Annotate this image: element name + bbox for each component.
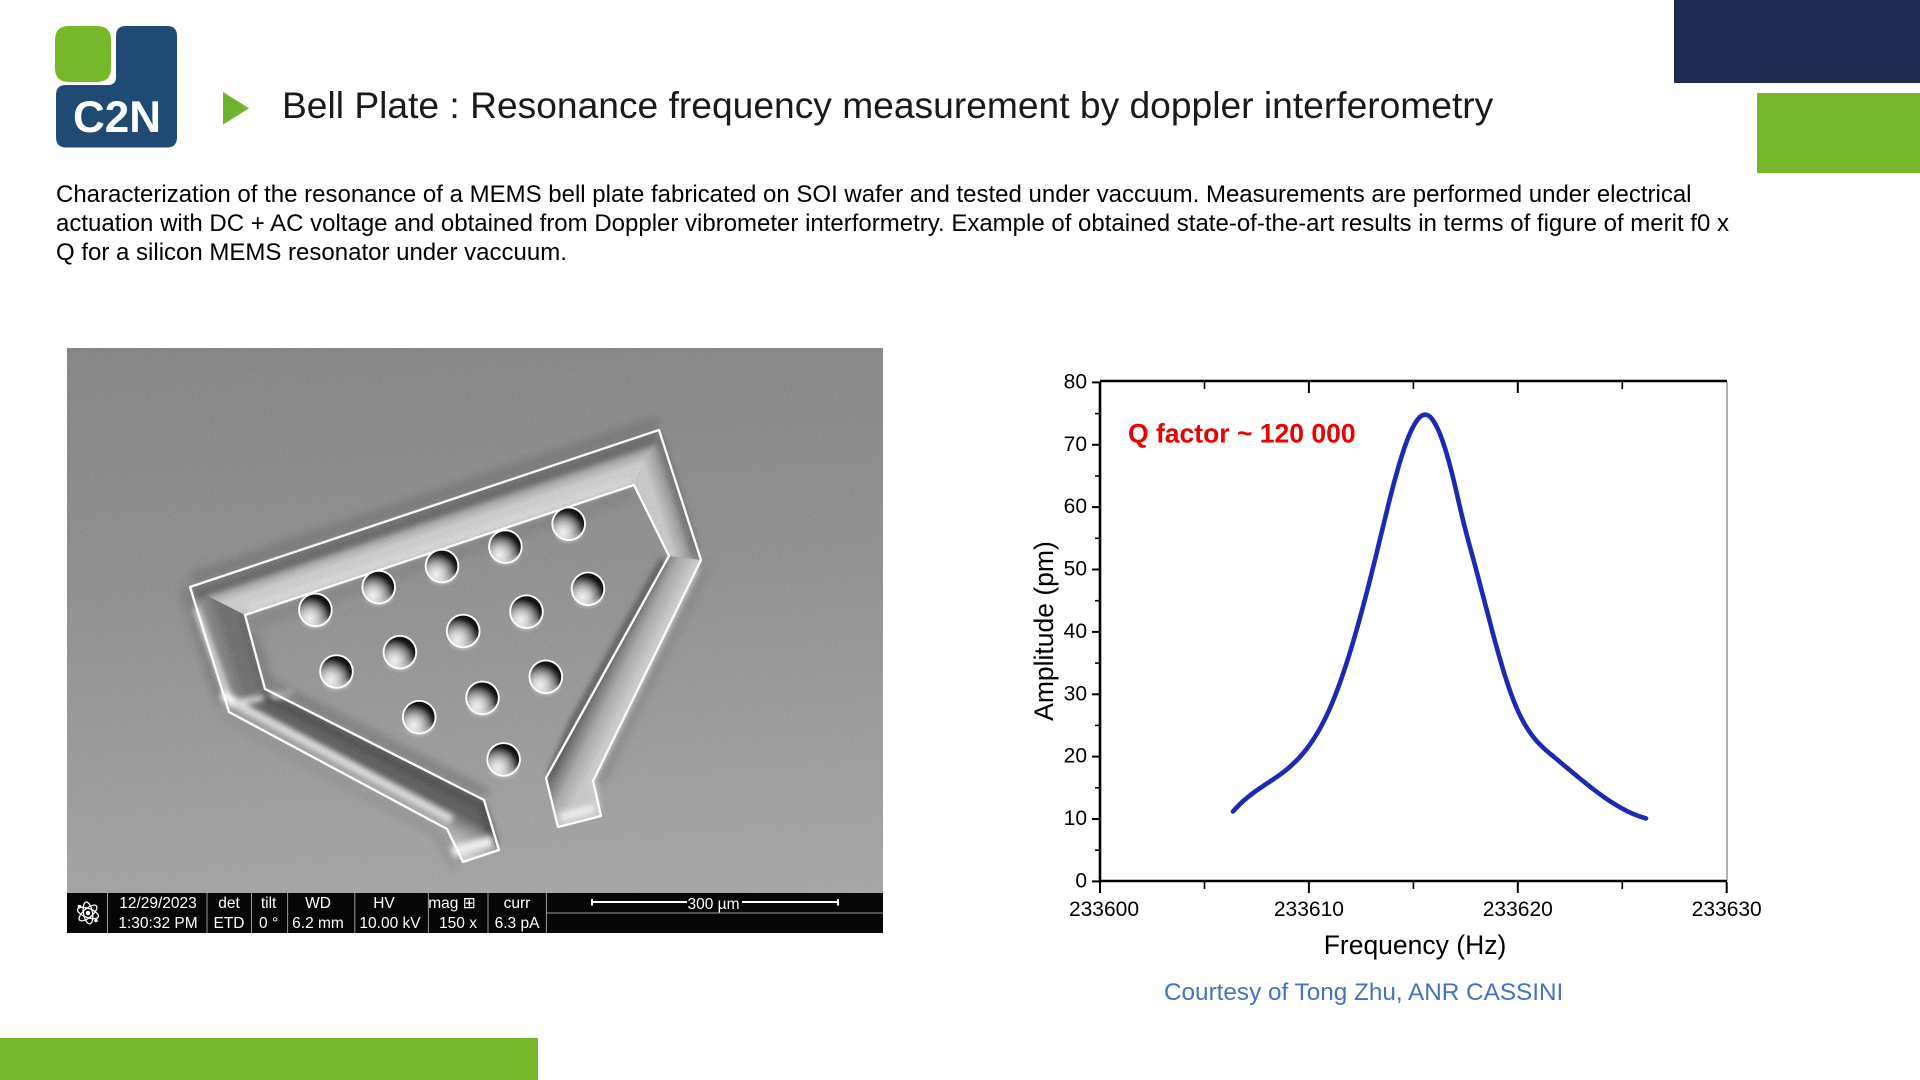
svg-text:80: 80 <box>1064 371 1087 394</box>
svg-text:233610: 233610 <box>1274 898 1344 921</box>
svg-text:HV: HV <box>373 895 395 912</box>
svg-text:WD: WD <box>305 895 331 912</box>
svg-text:Amplitude (pm): Amplitude (pm) <box>1029 541 1059 721</box>
svg-text:30: 30 <box>1064 682 1087 705</box>
svg-text:40: 40 <box>1064 620 1087 643</box>
svg-text:Q factor ~ 120 000: Q factor ~ 120 000 <box>1128 419 1356 449</box>
svg-text:10: 10 <box>1064 807 1087 830</box>
svg-text:60: 60 <box>1064 495 1087 518</box>
svg-text:6.2 mm: 6.2 mm <box>292 915 344 932</box>
svg-text:0: 0 <box>1075 870 1087 893</box>
svg-text:233630: 233630 <box>1692 898 1762 921</box>
svg-text:tilt: tilt <box>261 895 277 912</box>
svg-text:mag ⊞: mag ⊞ <box>428 895 475 912</box>
svg-text:150 x: 150 x <box>439 915 477 932</box>
svg-text:det: det <box>218 895 240 912</box>
svg-text:curr: curr <box>504 895 531 912</box>
svg-text:20: 20 <box>1064 745 1087 768</box>
svg-text:6.3 pA: 6.3 pA <box>495 915 540 932</box>
svg-text:300 µm: 300 µm <box>687 896 739 913</box>
svg-text:ETD: ETD <box>214 915 245 932</box>
svg-text:50: 50 <box>1064 558 1087 581</box>
svg-text:Frequency (Hz): Frequency (Hz) <box>1324 930 1507 960</box>
svg-text:233620: 233620 <box>1483 898 1553 921</box>
svg-text:233600: 233600 <box>1069 898 1139 921</box>
svg-text:0 °: 0 ° <box>259 915 278 932</box>
svg-text:1:30:32 PM: 1:30:32 PM <box>118 915 197 932</box>
svg-text:C2N: C2N <box>73 93 161 142</box>
svg-text:70: 70 <box>1064 433 1087 456</box>
svg-text:12/29/2023: 12/29/2023 <box>119 895 197 912</box>
svg-text:10.00 kV: 10.00 kV <box>359 915 421 932</box>
